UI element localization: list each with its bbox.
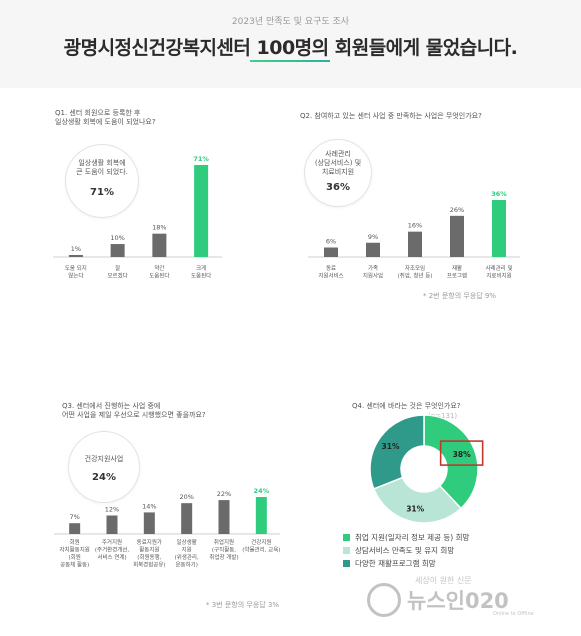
- chart1-category-label: 도움 되지 않는다: [65, 264, 87, 280]
- chart1-value-label: 71%: [193, 155, 209, 163]
- watermark-tagline: 세상이 원한 신문: [415, 576, 472, 585]
- chart3-category-label: 취업지원 (구직활동, 취업장 개발): [209, 538, 238, 561]
- chart1-category-label: 잘 모르겠다: [108, 264, 128, 280]
- q1-callout-value: 71%: [90, 187, 114, 198]
- pie-slice: [372, 476, 463, 524]
- q2-callout-value: 36%: [326, 182, 350, 193]
- watermark: 세상이 원한 신문 뉴스인020 Online to Offline: [365, 575, 575, 625]
- survey-subtitle: 2023년 만족도 및 요구도 조사: [231, 17, 350, 27]
- pie-highlight-box: [439, 440, 484, 466]
- q3-callout: 건강지원사업 24%: [69, 432, 139, 502]
- q4-title: Q4. 센터에 바라는 것은 무엇인가요?: [352, 402, 461, 410]
- chart3-category-label: 동료지원가 활동지원 (회원동행, 회복경험공유): [133, 538, 166, 569]
- chart1-category-label: 크게 도움된다: [191, 264, 211, 280]
- chart2-bar: [408, 231, 422, 257]
- chart3-value-label: 24%: [254, 487, 270, 495]
- chart3-value-label: 7%: [70, 513, 80, 521]
- chart2-value-label: 36%: [491, 190, 507, 198]
- watermark-sub: Online to Offline: [493, 611, 534, 617]
- q1-title: Q1. 센터 회원으로 등록한 후 일상생활 회복에 도움이 되었나요?: [55, 109, 156, 126]
- q3-note: * 3번 문항의 무응답 3%: [206, 601, 280, 609]
- legend-item-rehab: 다양한 재활프로그램 희망: [343, 557, 469, 570]
- newsin-logo-icon: [367, 583, 401, 617]
- q1-callout: 일상생활 회복에 큰 도움이 되었다. 71%: [66, 145, 138, 217]
- legend-swatch: [343, 547, 350, 554]
- chart2-category-label: 자조모임 (취업, 청년 등): [398, 264, 433, 280]
- chart1-bar: [152, 233, 167, 257]
- chart3-bar: [106, 515, 118, 534]
- watermark-brand: 뉴스인020: [407, 589, 509, 613]
- chart2-bar: [450, 215, 464, 257]
- chart1-bar: [68, 255, 83, 257]
- legend-swatch: [343, 534, 350, 541]
- q2-callout: 사례관리 (상담서비스) 및 치료비지원 36%: [305, 140, 371, 206]
- chart3-bar: [181, 503, 193, 534]
- chart3-category-label: 주거지원 (주거환경개선, 서비스 연계): [95, 538, 130, 561]
- legend-swatch: [343, 560, 350, 567]
- legend-item-job: 취업 지원(일자리 정보 제공 등) 희망: [343, 531, 469, 544]
- header-banner: 2023년 만족도 및 요구도 조사 광명시정신건강복지센터 100명의 회원들…: [0, 0, 581, 88]
- chart3-bar: [218, 500, 230, 534]
- q4-note: (n=131): [428, 412, 458, 420]
- chart1-value-label: 18%: [152, 224, 166, 232]
- chart2-category-label: 가족 지원사업: [363, 264, 383, 280]
- q1-callout-text: 일상생활 회복에 큰 도움이 되었다.: [76, 159, 128, 176]
- pie-value-label: 31%: [382, 442, 400, 451]
- chart3-category-label: 건강지원 (약물관리, 교육): [242, 538, 280, 554]
- pie-value-label: 31%: [406, 505, 424, 514]
- chart2-value-label: 26%: [450, 206, 464, 214]
- chart3-category-label: 회원 자치활동지원 (회원 공동체 활동): [59, 538, 89, 569]
- chart1-value-label: 1%: [71, 245, 81, 253]
- chart3-bar: [143, 512, 155, 534]
- page-title: 광명시정신건강복지센터 100명의 회원들에게 물었습니다.: [63, 37, 518, 59]
- chart2-value-label: 6%: [326, 238, 336, 246]
- chart3-value-label: 20%: [179, 493, 193, 501]
- chart1-bar: [194, 165, 209, 257]
- chart3-bar: [69, 523, 81, 534]
- q4-legend: 취업 지원(일자리 정보 제공 등) 희망 상담서비스 만족도 및 유지 희망 …: [343, 531, 469, 570]
- chart2-bar: [492, 200, 506, 257]
- chart2-category-label: 동료 지원서비스: [318, 265, 343, 280]
- q3-title: Q3. 센터에서 진행하는 사업 중에 어떤 사업을 제일 우선으로 시행했으면…: [62, 402, 206, 419]
- legend-item-counsel: 상담서비스 만족도 및 유지 희망: [343, 544, 469, 557]
- chart3-value-label: 22%: [217, 490, 231, 498]
- q2-note: * 2번 문항의 무응답 9%: [423, 292, 497, 300]
- chart1-value-label: 10%: [110, 234, 124, 242]
- q3-callout-text: 건강지원사업: [84, 455, 124, 463]
- title-underline: [250, 60, 330, 62]
- chart1-category-label: 약간 도움된다: [149, 264, 169, 280]
- chart2-value-label: 9%: [368, 233, 378, 241]
- chart2-category-label: 사례관리 및 지료비지원: [485, 264, 512, 280]
- q3-callout-value: 24%: [92, 472, 116, 483]
- chart2-bar: [366, 242, 380, 257]
- pie-value-label: 38%: [453, 450, 471, 459]
- chart3-value-label: 12%: [105, 506, 119, 514]
- chart1-bar: [110, 244, 125, 257]
- chart3-category-label: 일상생활 지원 (위생관리, 운동하기): [175, 538, 199, 569]
- q2-title: Q2. 참여하고 있는 센터 사업 중 만족하는 사업은 무엇인가요?: [300, 112, 482, 120]
- pie-slice: [369, 414, 425, 490]
- chart3-bar: [255, 497, 267, 534]
- chart2-value-label: 16%: [408, 222, 422, 230]
- chart3-value-label: 14%: [142, 502, 156, 510]
- chart2-bar: [324, 247, 338, 257]
- chart2-category-label: 재활 프로그램: [447, 264, 467, 280]
- q2-callout-text: 사례관리 (상담서비스) 및 치료비지원: [314, 150, 362, 176]
